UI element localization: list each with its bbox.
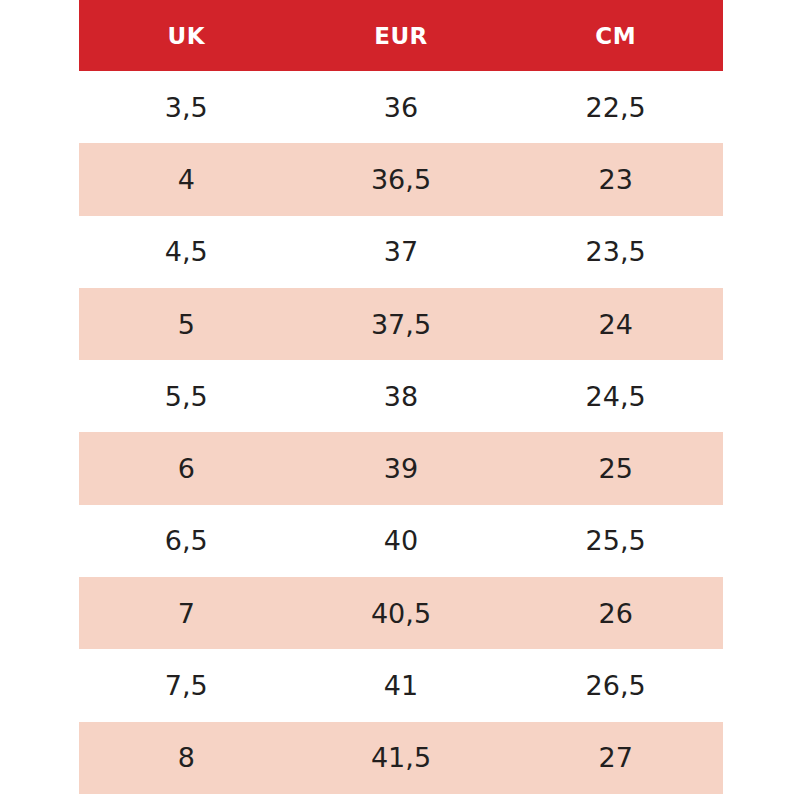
table-cell: 23,5 (508, 216, 723, 288)
table-cell: 36,5 (294, 143, 509, 215)
table-cell: 23 (508, 143, 723, 215)
table-body: 3,53622,5436,5234,53723,5537,5245,53824,… (79, 71, 723, 794)
column-header-eur: EUR (294, 0, 509, 71)
table-cell: 41,5 (294, 722, 509, 794)
table-cell: 8 (79, 722, 294, 794)
table-cell: 5 (79, 288, 294, 360)
table-cell: 41 (294, 649, 509, 721)
table-cell: 24,5 (508, 360, 723, 432)
table-row: 3,53622,5 (79, 71, 723, 143)
column-header-uk: UK (79, 0, 294, 71)
table-cell: 6 (79, 432, 294, 504)
column-header-cm: CM (508, 0, 723, 71)
table-cell: 40 (294, 505, 509, 577)
table-cell: 38 (294, 360, 509, 432)
table-row: 740,526 (79, 577, 723, 649)
table-cell: 25,5 (508, 505, 723, 577)
table-cell: 4 (79, 143, 294, 215)
table-cell: 24 (508, 288, 723, 360)
table-cell: 37,5 (294, 288, 509, 360)
table-row: 537,524 (79, 288, 723, 360)
table-cell: 39 (294, 432, 509, 504)
table-cell: 7,5 (79, 649, 294, 721)
table-cell: 40,5 (294, 577, 509, 649)
table-row: 63925 (79, 432, 723, 504)
table-cell: 36 (294, 71, 509, 143)
table-row: 6,54025,5 (79, 505, 723, 577)
table-row: 5,53824,5 (79, 360, 723, 432)
table-cell: 3,5 (79, 71, 294, 143)
table-cell: 22,5 (508, 71, 723, 143)
table-cell: 26 (508, 577, 723, 649)
table-cell: 37 (294, 216, 509, 288)
table-row: 436,523 (79, 143, 723, 215)
table-cell: 27 (508, 722, 723, 794)
size-conversion-table: UKEURCM 3,53622,5436,5234,53723,5537,524… (79, 0, 723, 794)
table-row: 841,527 (79, 722, 723, 794)
table-cell: 7 (79, 577, 294, 649)
table-header-row: UKEURCM (79, 0, 723, 71)
table-cell: 25 (508, 432, 723, 504)
table-row: 4,53723,5 (79, 216, 723, 288)
table-cell: 5,5 (79, 360, 294, 432)
table-cell: 6,5 (79, 505, 294, 577)
table-cell: 4,5 (79, 216, 294, 288)
table-row: 7,54126,5 (79, 649, 723, 721)
table-cell: 26,5 (508, 649, 723, 721)
